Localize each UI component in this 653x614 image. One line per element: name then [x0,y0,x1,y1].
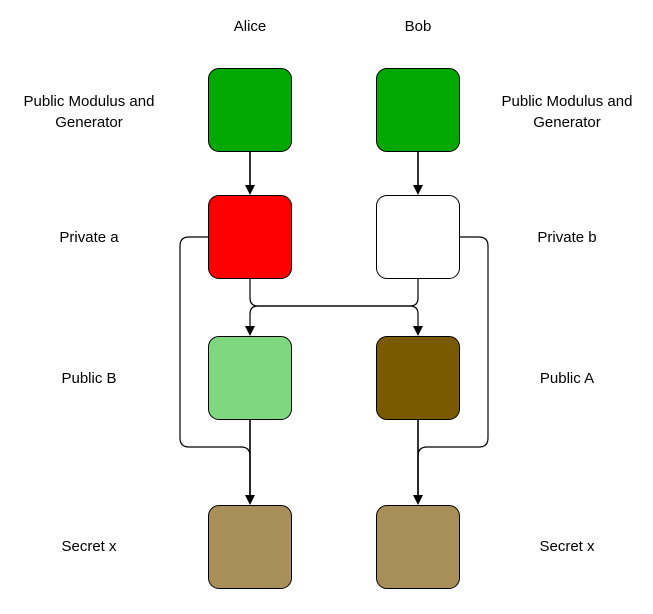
arrow-private-b-to-secret [417,236,489,496]
column-header-bob: Bob [404,18,432,35]
arrowhead-alice-secret [245,495,255,505]
alice-public-b-box [208,336,292,420]
alice-public-modulus-box [208,68,292,152]
label-line: Generator [533,114,601,131]
arrowhead-bob-secret [413,495,423,505]
label-line: Public Modulus and [23,93,155,110]
label-secret-right: Secret x [539,538,595,555]
alice-secret-x-box [208,505,292,589]
label-secret-left: Secret x [61,538,117,555]
alice-private-a-box [208,195,292,279]
arrowhead-public-a [413,326,423,336]
label-public-modulus-left: Public Modulus and Generator [10,91,168,133]
bob-public-a-box [376,336,460,420]
label-public-modulus-right: Public Modulus and Generator [488,91,646,133]
arrowhead-alice-private [245,185,255,195]
column-header-alice: Alice [233,18,267,35]
label-line: Public Modulus and [501,93,633,110]
arrowhead-public-b [245,326,255,336]
label-public-a: Public A [539,370,595,387]
arrow-private-a-to-public-a [249,279,419,327]
arrow-private-b-to-public-b [249,279,419,327]
arrowhead-bob-private [413,185,423,195]
bob-public-modulus-box [376,68,460,152]
label-public-b: Public B [61,370,117,387]
label-private-b: Private b [537,229,597,246]
arrow-private-a-to-secret [179,236,251,496]
label-line: Generator [55,114,123,131]
bob-secret-x-box [376,505,460,589]
label-private-a: Private a [59,229,119,246]
bob-private-b-box [376,195,460,279]
